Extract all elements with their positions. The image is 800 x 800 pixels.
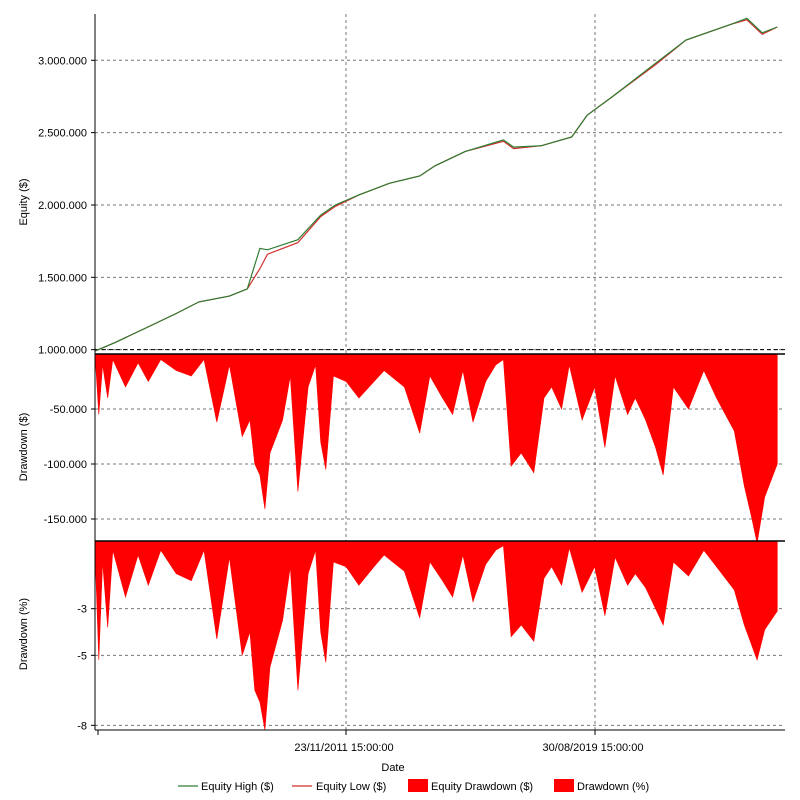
drawdown-usd-ytick-label-1: -100.000 bbox=[44, 459, 87, 471]
panel-drawdown-usd: -50.000 -100.000 -150.000 Drawdown ($) bbox=[18, 353, 785, 544]
equity-ytick-label-1: 1.500.000 bbox=[38, 272, 87, 284]
series-equity-drawdown-area bbox=[94, 353, 778, 544]
drawdown-pct-grid bbox=[95, 541, 785, 730]
legend-swatch-drawdown-pct bbox=[554, 779, 574, 792]
panel-equity: 1.000.000 1.500.000 2.000.000 2.500.000 3.00… bbox=[18, 14, 785, 357]
drawdown-usd-yticks: -50.000 -100.000 -150.000 bbox=[44, 404, 95, 526]
drawdown-usd-ytick-label-0: -50.000 bbox=[50, 404, 87, 416]
legend-swatch-equity-drawdown bbox=[408, 779, 428, 792]
drawdown-pct-series bbox=[94, 540, 778, 731]
drawdown-pct-ytick-label-0: -3 bbox=[77, 604, 87, 616]
legend-label-drawdown-pct: Drawdown (%) bbox=[577, 781, 649, 793]
drawdown-pct-ylabel: Drawdown (%) bbox=[18, 598, 30, 670]
series-equity-high bbox=[94, 17, 778, 352]
x-tick-label-1: 23/11/2011 15:00:00 bbox=[294, 742, 393, 754]
drawdown-pct-ytick-label-1: -5 bbox=[77, 650, 87, 662]
panel-drawdown-pct: -3 -5 -8 Drawdown (%) bbox=[18, 540, 785, 732]
equity-yticks: 1.000.000 1.500.000 2.000.000 2.500.000 3.00… bbox=[38, 55, 95, 357]
equity-ytick-label-4: 3.000.000 bbox=[38, 55, 87, 67]
series-drawdown-area bbox=[94, 540, 778, 731]
equity-ytick-label-3: 2.500.000 bbox=[38, 128, 87, 140]
equity-ytick-label-2: 2.000.000 bbox=[38, 200, 87, 212]
equity-series bbox=[94, 17, 778, 352]
legend-label-equity-drawdown: Equity Drawdown ($) bbox=[431, 781, 533, 793]
legend-item-drawdown-pct: Drawdown (%) bbox=[554, 779, 649, 793]
equity-ytick-label-0: 1.000.000 bbox=[38, 345, 87, 357]
legend-item-equity-high: Equity High ($) bbox=[178, 781, 274, 793]
x-tick-label-2: 30/08/2019 15:00:00 bbox=[543, 742, 644, 754]
legend-item-equity-drawdown: Equity Drawdown ($) bbox=[408, 779, 533, 793]
axes bbox=[94, 14, 785, 731]
equity-ylabel: Equity ($) bbox=[18, 178, 30, 225]
legend-label-equity-low: Equity Low ($) bbox=[316, 781, 386, 793]
legend-item-equity-low: Equity Low ($) bbox=[292, 781, 386, 793]
drawdown-pct-ytick-label-2: -8 bbox=[77, 720, 87, 732]
drawdown-pct-yticks: -3 -5 -8 bbox=[77, 604, 95, 732]
drawdown-usd-ytick-label-2: -150.000 bbox=[44, 514, 87, 526]
equity-grid bbox=[95, 14, 785, 354]
legend: Equity High ($) Equity Low ($) Equity Dr… bbox=[178, 779, 649, 793]
drawdown-usd-ylabel: Drawdown ($) bbox=[18, 413, 30, 481]
legend-label-equity-high: Equity High ($) bbox=[201, 781, 274, 793]
x-axis-title: Date bbox=[381, 762, 404, 774]
drawdown-usd-series bbox=[94, 353, 778, 544]
x-ticks: 23/11/2011 15:00:00 30/08/2019 15:00:00 bbox=[97, 730, 644, 754]
